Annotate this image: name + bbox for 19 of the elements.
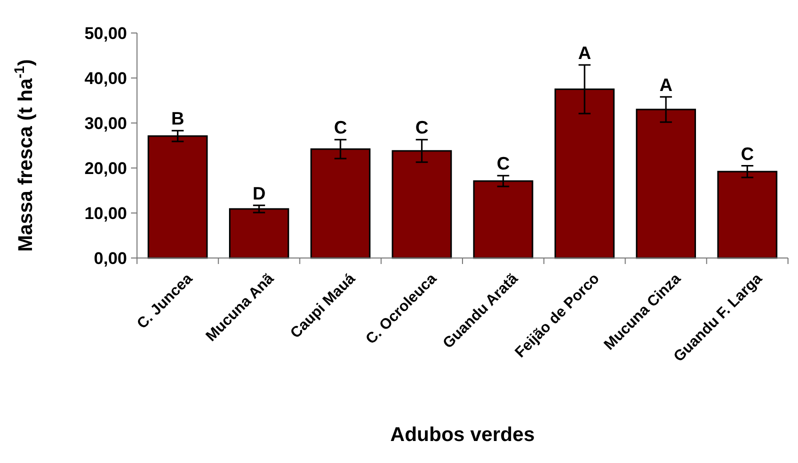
y-tick-label: 0,00 [94,248,127,268]
y-tick-label: 20,00 [84,158,127,178]
y-tick-label: 30,00 [84,114,127,133]
y-tick-label: 50,00 [84,24,127,43]
annotation: A [659,74,672,95]
annotation: C [740,144,754,164]
x-axis-title: Adubos verdes [390,424,535,446]
annotation: C [496,154,510,174]
bar [229,208,290,259]
bar [473,180,534,259]
y-tick-label: 40,00 [84,68,127,88]
y-tick-label: 10,00 [84,204,127,223]
annotation: C [334,118,347,138]
annotation: B [171,108,184,129]
bar [148,135,208,259]
annotation: D [252,183,266,204]
annotation: A [578,42,592,63]
bar [717,170,778,259]
annotation: C [415,118,428,138]
